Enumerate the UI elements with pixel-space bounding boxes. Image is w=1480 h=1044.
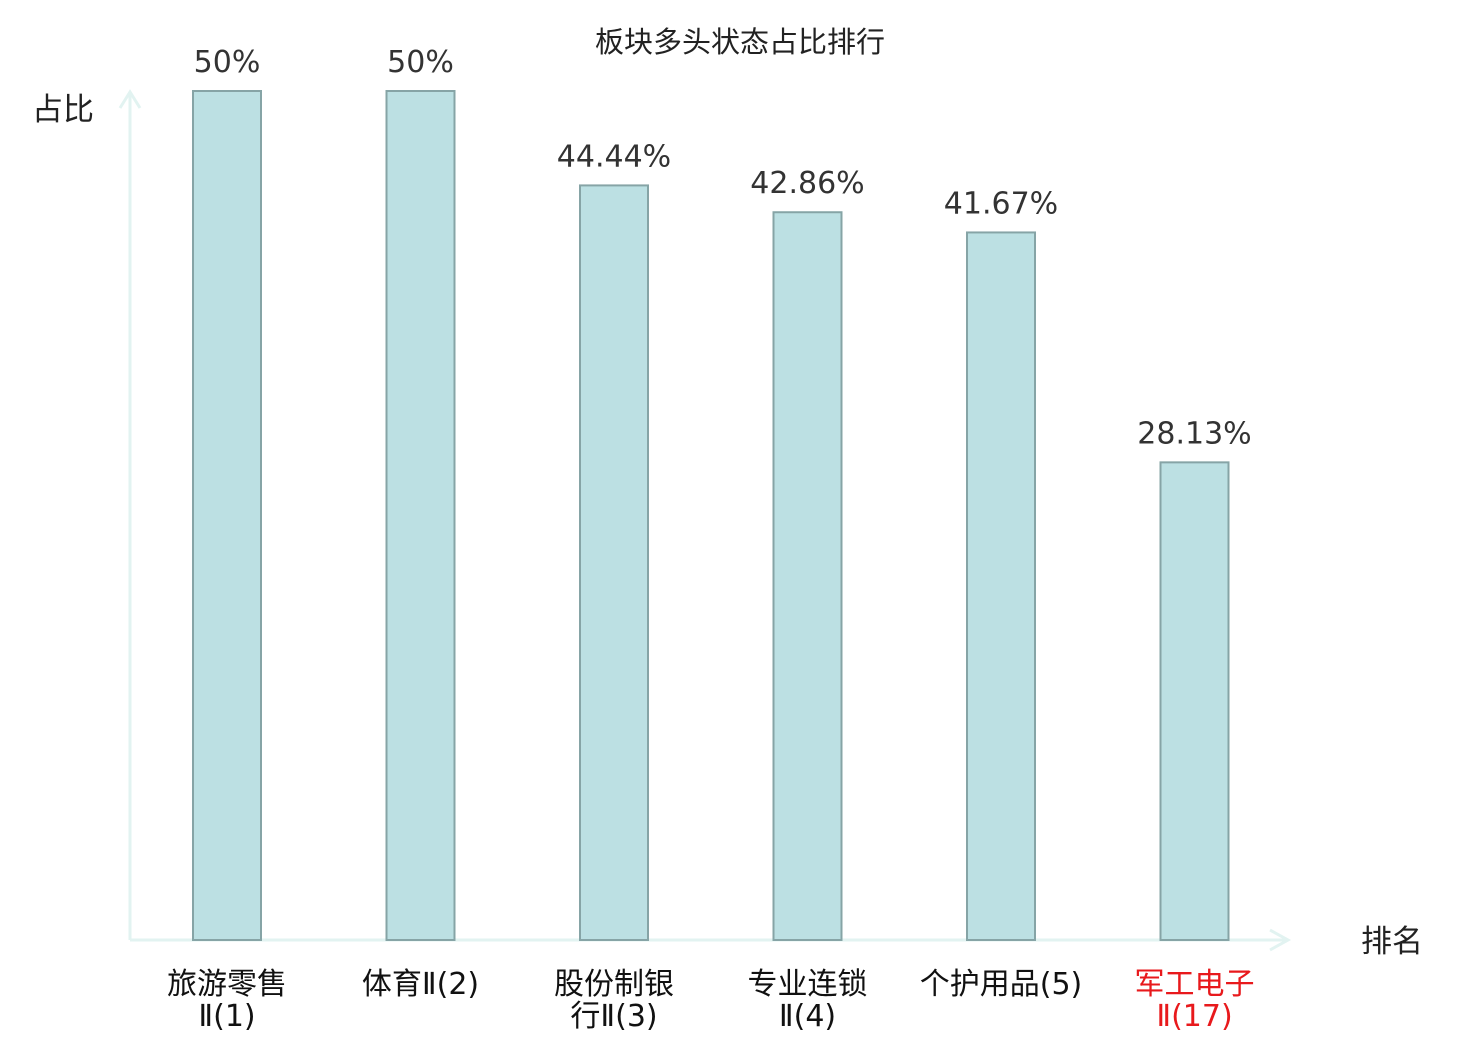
data-label-4: 42.86% bbox=[750, 166, 864, 201]
data-label-3: 44.44% bbox=[557, 139, 671, 174]
data-label-6: 28.13% bbox=[1137, 416, 1251, 451]
bar-1 bbox=[192, 90, 262, 941]
bar-5 bbox=[966, 231, 1036, 941]
category-label-2: 体育Ⅱ(2) bbox=[362, 967, 479, 1002]
bar-3 bbox=[579, 184, 649, 941]
x-axis-arrow bbox=[1269, 928, 1292, 952]
category-label-6-line-2: Ⅱ(17) bbox=[1156, 999, 1232, 1034]
category-label-5: 个护用品(5) bbox=[920, 967, 1083, 1002]
category-label-3-line-2: 行Ⅱ(3) bbox=[570, 999, 657, 1034]
y-axis-label: 占比 bbox=[32, 92, 94, 128]
data-label-2: 50% bbox=[387, 45, 454, 80]
bar-6 bbox=[1159, 461, 1230, 941]
chart-title: 板块多头状态占比排行 bbox=[595, 25, 885, 59]
x-axis-label: 排名 bbox=[1361, 924, 1423, 960]
category-label-4-line-1: 专业连锁 bbox=[748, 967, 868, 1002]
category-label-1-line-1: 旅游零售 bbox=[167, 967, 287, 1002]
data-label-5: 41.67% bbox=[944, 186, 1058, 221]
bar-4 bbox=[772, 211, 843, 942]
category-label-4-line-2: Ⅱ(4) bbox=[779, 999, 836, 1034]
category-label-3-line-1: 股份制银 bbox=[554, 967, 674, 1002]
bar-2 bbox=[385, 90, 456, 941]
category-label-6-line-1: 军工电子 bbox=[1135, 967, 1255, 1002]
data-label-1: 50% bbox=[194, 45, 261, 80]
y-axis-arrow bbox=[118, 89, 142, 109]
category-label-1-line-2: Ⅱ(1) bbox=[198, 999, 255, 1034]
